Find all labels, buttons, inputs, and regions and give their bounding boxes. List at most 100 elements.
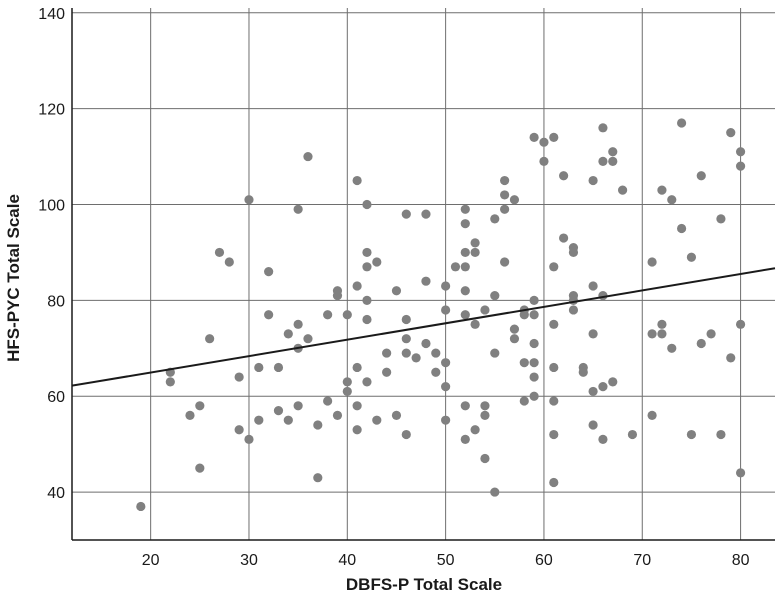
data-point [431, 348, 441, 358]
data-point [224, 257, 234, 267]
x-tick-label: 80 [732, 552, 750, 569]
data-point [549, 477, 559, 488]
data-point [382, 348, 392, 358]
data-point [735, 468, 746, 478]
data-point [352, 281, 362, 291]
data-point [323, 396, 333, 406]
data-point [735, 319, 746, 329]
data-point [529, 372, 539, 382]
data-point [549, 262, 559, 272]
data-point [460, 434, 470, 444]
data-point [372, 257, 382, 267]
data-point [470, 238, 480, 248]
plot-frame [71, 8, 775, 541]
data-point [559, 233, 569, 243]
data-point [490, 348, 500, 358]
data-point [578, 367, 588, 377]
data-point [706, 329, 716, 339]
data-point [401, 429, 411, 440]
data-point [657, 329, 667, 339]
data-point [500, 204, 510, 214]
data-point [500, 175, 510, 186]
data-point [627, 429, 638, 440]
data-point [264, 310, 274, 320]
data-point [588, 386, 598, 397]
x-tick-label: 50 [437, 552, 455, 569]
data-point [647, 410, 657, 420]
data-point [509, 334, 520, 344]
data-point [667, 195, 677, 205]
data-point [470, 425, 480, 435]
data-point [293, 204, 303, 214]
data-point [716, 214, 726, 224]
data-point [401, 334, 411, 344]
data-point [490, 487, 500, 497]
y-tick-label: 140 [38, 6, 65, 23]
data-point [411, 353, 421, 363]
data-point [362, 314, 372, 325]
data-point [441, 358, 451, 368]
data-point [676, 118, 687, 128]
y-tick-label: 40 [47, 485, 65, 502]
data-point [382, 367, 392, 377]
x-tick-label: 60 [535, 552, 553, 569]
data-point [726, 128, 736, 138]
data-point [362, 247, 372, 258]
data-point [529, 132, 539, 143]
data-point [647, 257, 657, 267]
x-axis-label: DBFS-P Total Scale [346, 575, 502, 594]
data-point [421, 338, 431, 349]
data-point [716, 429, 726, 440]
data-point [549, 396, 559, 406]
data-point [470, 319, 480, 329]
data-point [500, 257, 510, 267]
data-point [460, 247, 470, 258]
data-point [588, 281, 598, 291]
data-point [559, 171, 569, 181]
data-point [352, 401, 362, 411]
data-point [529, 391, 539, 401]
data-point [549, 429, 559, 440]
data-point [519, 396, 529, 406]
data-point [539, 137, 549, 147]
x-tick-label: 40 [338, 552, 356, 569]
data-point [391, 410, 402, 420]
data-point [254, 415, 264, 425]
data-point [568, 305, 579, 315]
data-point [421, 276, 431, 286]
data-point [726, 353, 736, 363]
data-point [608, 156, 618, 166]
data-point [686, 252, 697, 262]
data-point [480, 305, 490, 315]
data-point [401, 348, 411, 358]
data-point [519, 310, 529, 320]
data-point [608, 377, 618, 387]
data-point [205, 334, 215, 344]
data-points [136, 118, 746, 512]
data-point [441, 382, 451, 392]
data-point [529, 295, 539, 305]
data-point [588, 175, 598, 186]
data-point [342, 310, 352, 320]
data-point [667, 343, 677, 353]
data-point [549, 362, 559, 373]
data-point [588, 329, 598, 339]
data-point [588, 420, 598, 430]
data-point [529, 338, 539, 349]
y-tick-label: 80 [47, 293, 65, 310]
data-point [431, 367, 441, 377]
data-point [549, 319, 559, 329]
data-point [332, 410, 343, 420]
x-tick-label: 70 [633, 552, 651, 569]
data-point [618, 185, 628, 195]
trend-line-group [71, 267, 776, 387]
y-tick-label: 120 [38, 102, 65, 119]
data-point [372, 415, 382, 425]
data-point [313, 420, 323, 430]
data-point [460, 262, 470, 272]
data-point [696, 171, 706, 181]
y-axis-label: HFS-PYC Total Scale [4, 194, 23, 362]
y-tick-labels: 40 60 80 100 120 140 [38, 6, 65, 502]
data-point [441, 415, 451, 425]
